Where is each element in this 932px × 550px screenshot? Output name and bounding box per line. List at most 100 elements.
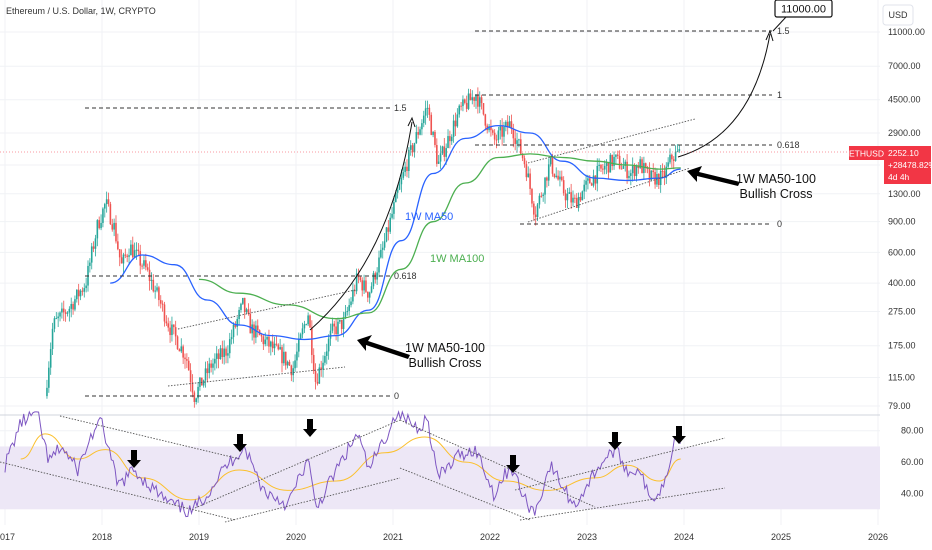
candle-body [243,297,246,313]
cross1-line2: Bullish Cross [409,356,482,370]
currency-button-label[interactable]: USD [888,10,908,20]
candle-body [437,161,440,164]
candle-body [210,363,212,368]
candle-body [273,343,276,349]
candle-body [118,249,121,258]
candle-body [475,95,477,101]
candle-body [309,315,311,328]
candle-body [605,162,608,166]
rsi-line-h [514,437,726,491]
candle-body [661,170,664,172]
x-tick-label: 2022 [480,532,500,542]
candle-body [484,114,487,126]
candle-body [148,269,151,281]
candle-body [290,365,293,376]
candle-body [372,273,375,287]
candle-body [66,312,69,314]
candle-body [348,305,350,311]
x-tick-label: 2025 [771,532,791,542]
candle-body [650,170,653,181]
rsi-axis: 80.00 60.00 40.00 [901,426,924,499]
rsi-tick-label: 80.00 [901,426,924,436]
candle-body [393,202,395,214]
candle-body [301,328,304,335]
candle-body [434,131,436,145]
fib-label-left-0.618: 0.618 [394,271,417,281]
candle-body [583,184,585,192]
candle-body [378,257,380,273]
ma50-line [110,124,681,341]
candle-body [284,351,287,366]
candle-body [562,180,565,194]
candle-body [482,103,485,115]
candle-body [53,318,56,329]
x-tick-label: 2023 [577,532,597,542]
x-tick-label: 2026 [868,532,888,542]
candle-body [464,99,466,103]
candle-body [340,319,343,330]
candle-body [490,126,492,131]
candle-body [456,114,459,127]
candle-body [676,151,679,153]
candle-body [303,324,306,329]
candle-body [195,398,197,402]
candle-body [133,250,136,258]
candle-body [342,317,345,330]
candle-body [443,146,446,157]
candle-body [197,386,199,399]
candle-body [146,267,149,270]
candle-body [533,203,535,215]
cross1-line1: 1W MA50-100 [405,341,485,355]
y-tick-label: 1300.00 [888,189,921,199]
y-tick-label: 79.00 [888,401,911,411]
candle-body [398,184,401,190]
currency-button-box[interactable] [882,4,914,26]
candle-body [527,173,530,178]
candle-body [542,194,544,196]
candle-body [57,316,59,319]
candle-body [189,370,192,383]
x-tick-label: 2021 [383,532,403,542]
candle-body [523,158,526,165]
candle-body [242,297,244,304]
candle-body [279,347,281,350]
candle-body [90,246,93,263]
rsi-ma-line [20,433,681,501]
candle-body [575,198,578,208]
currency-button[interactable]: USD [882,4,914,26]
candle-body [658,174,660,185]
candle-body [566,193,569,201]
candle-body [402,172,405,178]
candle-body [564,193,567,201]
candle-body [389,217,391,232]
candle-body [92,246,95,249]
candle-body [467,93,470,109]
candle-body [122,254,125,264]
target-callout-box [774,0,833,18]
candle-body [424,108,427,116]
candle-body [501,126,503,137]
candle-body [499,126,502,131]
bullish-cross-arrow-2020 [357,335,410,359]
candle-body [551,156,554,174]
candle-body [352,289,354,302]
candle-body [221,348,224,357]
candle-body [81,290,84,292]
candle-body [667,162,669,167]
candle-body [408,149,410,172]
candle-body [637,165,640,169]
candle-body [337,321,339,335]
candle-body [540,195,543,197]
candle-body [150,279,153,281]
candle-body [158,287,160,301]
candle-body [62,308,65,313]
candle-body [525,164,528,178]
candle-body [600,164,602,169]
ma100-line [198,153,681,320]
rsi-tick-label: 40.00 [901,489,924,499]
candle-body [531,188,533,204]
candle-body [458,105,461,115]
price-axis[interactable] [880,0,932,550]
x-tick-label: 2018 [92,532,112,542]
candle-body [167,323,170,328]
